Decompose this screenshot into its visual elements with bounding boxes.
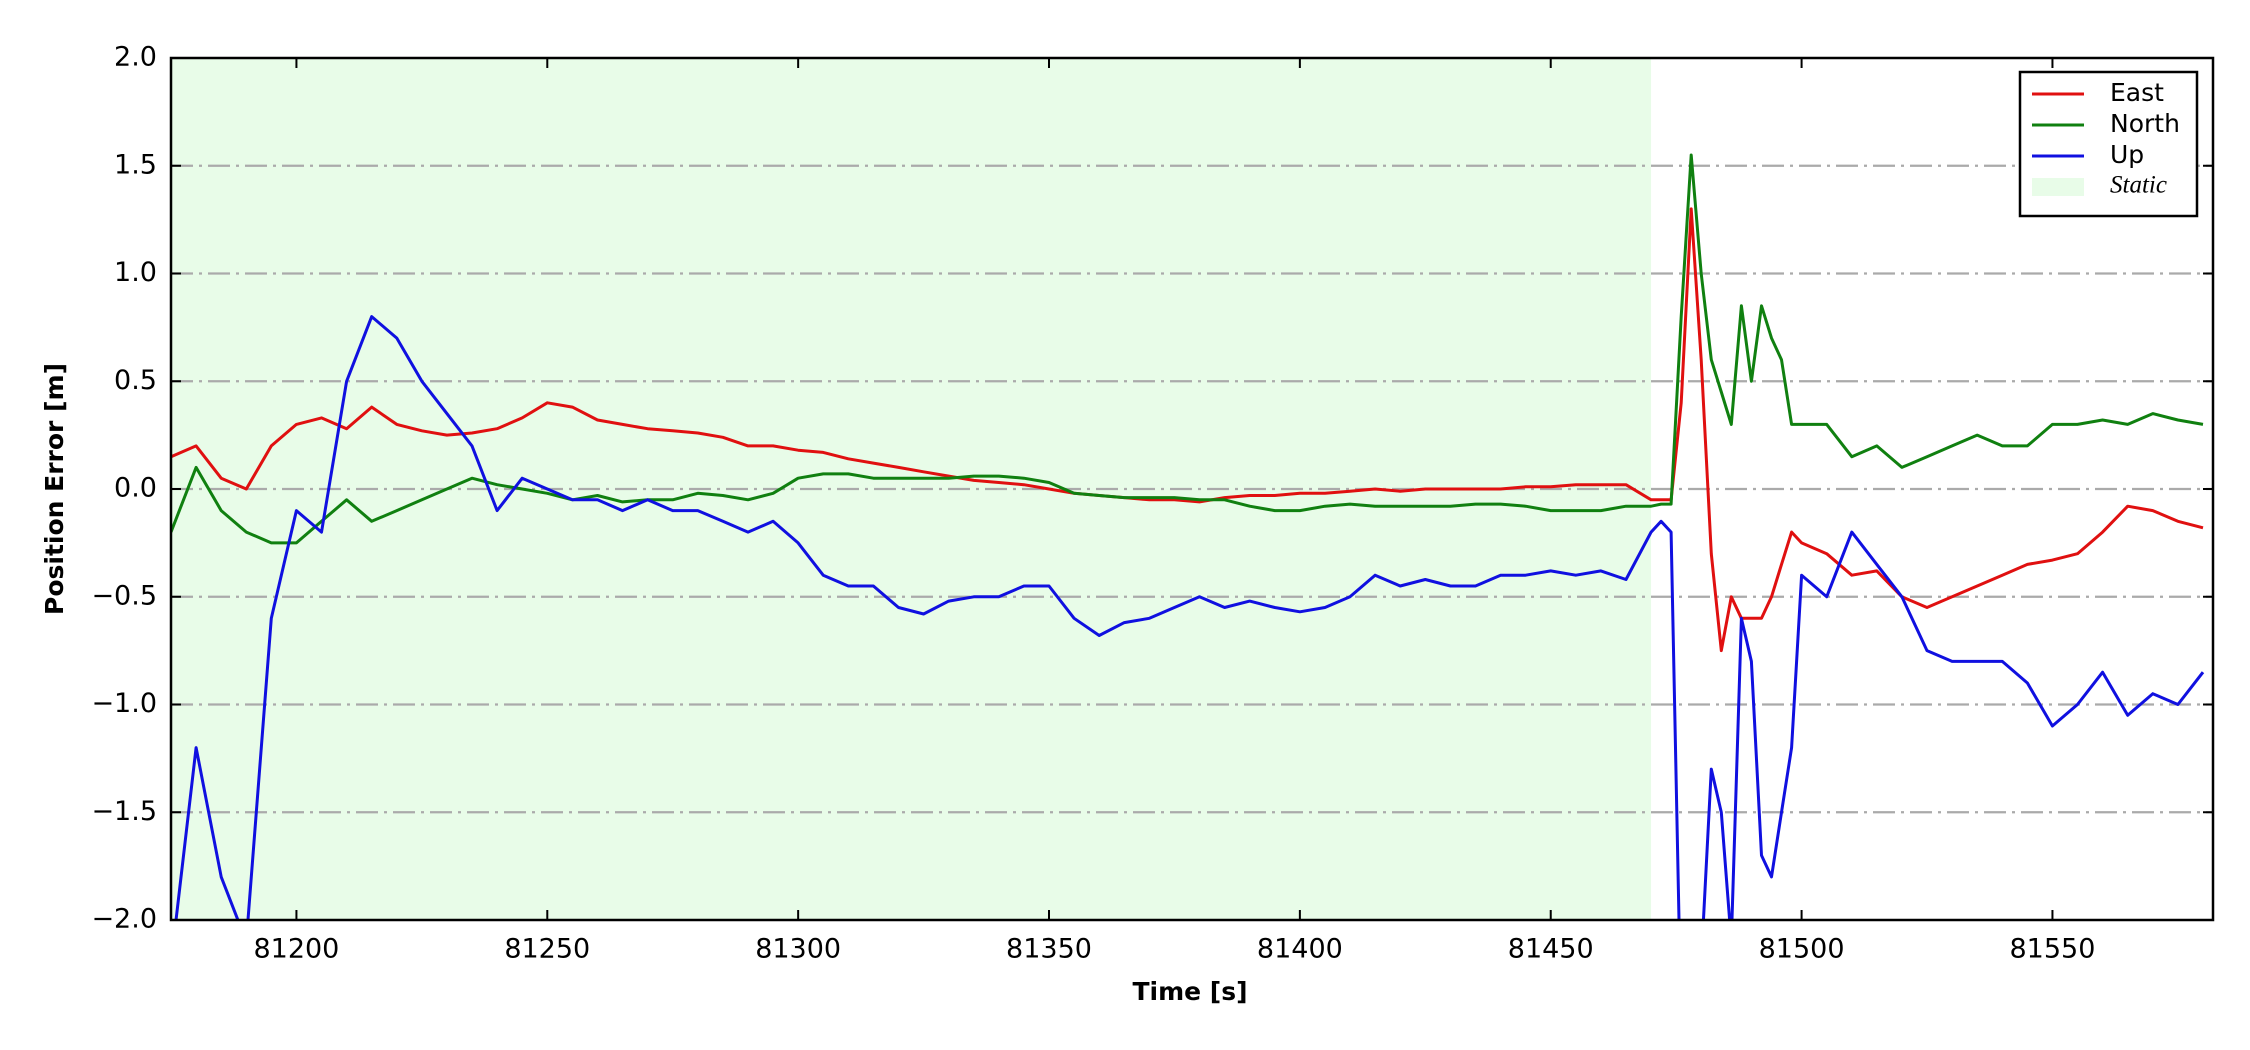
x-tick-label: 81500 (1759, 934, 1845, 965)
x-tick-label: 81250 (504, 934, 590, 965)
ticks-layer: −2.0 −1.5 −1.0 −0.5 0.0 0.5 1.0 1.5 2.0 81200 8125… (91, 42, 2213, 965)
x-tick-label: 81450 (1508, 934, 1594, 965)
y-tick-label: −1.5 (91, 796, 157, 827)
y-tick-label: 1.5 (114, 149, 157, 180)
series-line (171, 153, 2204, 545)
grid-layer (171, 164, 2213, 814)
lines-layer (171, 153, 2205, 920)
legend-swatch (2032, 178, 2084, 196)
y-tick-label: −0.5 (91, 580, 157, 611)
legend-label: North (2110, 109, 2180, 138)
x-tick-label: 81300 (755, 934, 841, 965)
legend-label: Static (2110, 172, 2167, 199)
y-axis-label: Position Error [m] (40, 363, 69, 615)
y-tick-label: 2.0 (114, 42, 157, 73)
x-tick-label: 81350 (1006, 934, 1092, 965)
series-line (171, 207, 2204, 653)
legend-label: Up (2110, 140, 2144, 169)
y-tick-label: 1.0 (114, 257, 157, 288)
y-tick-label: −1.0 (91, 688, 157, 719)
series-line (174, 315, 2205, 920)
x-tick-label: 81550 (2009, 934, 2095, 965)
y-tick-label: 0.0 (114, 473, 157, 504)
x-tick-label: 81200 (253, 934, 339, 965)
legend-label: East (2110, 78, 2164, 107)
x-tick-label: 81400 (1257, 934, 1343, 965)
y-tick-label: 0.5 (114, 365, 157, 396)
y-tick-label: −2.0 (91, 904, 157, 935)
x-axis-label: Time [s] (1132, 977, 1247, 1006)
